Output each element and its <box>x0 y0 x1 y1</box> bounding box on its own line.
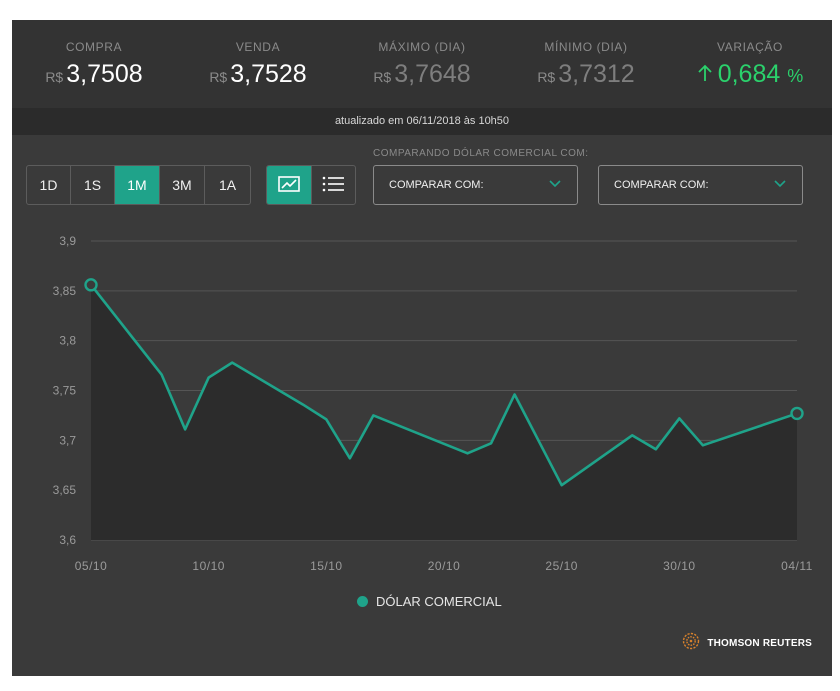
data-point <box>512 392 517 397</box>
quote-variacao: VARIAÇÃO 0,684 % <box>668 20 832 108</box>
currency-widget: COMPRA R$ 3,7508 VENDA R$ 3,7528 MÁXIMO … <box>12 20 832 676</box>
quote-compra-label: COMPRA <box>65 40 123 54</box>
brand-name: THOMSON REUTERS <box>707 638 812 649</box>
data-point <box>206 375 211 380</box>
compare-caption: COMPARANDO DÓLAR COMERCIAL COM: <box>373 148 589 159</box>
quote-venda: VENDA R$ 3,7528 <box>176 20 340 108</box>
quote-maximo-value: 3,7648 <box>394 60 471 88</box>
period-button-3m[interactable]: 3M <box>160 166 205 204</box>
quote-minimo: MÍNIMO (DIA) R$ 3,7312 <box>504 20 668 108</box>
period-button-1d[interactable]: 1D <box>27 166 71 204</box>
compare-select-2-label: COMPARAR COM: <box>614 179 709 191</box>
y-tick-label: 3,85 <box>53 284 77 298</box>
arrow-up-icon <box>697 64 713 88</box>
list-icon <box>322 176 345 195</box>
x-tick-label: 05/10 <box>75 559 108 573</box>
quote-compra: COMPRA R$ 3,7508 <box>12 20 176 108</box>
y-tick-label: 3,9 <box>59 234 76 248</box>
data-point <box>489 441 494 446</box>
x-tick-label: 04/11 <box>781 559 813 573</box>
currency-symbol: R$ <box>45 69 64 85</box>
compare-select-1-label: COMPARAR COM: <box>389 179 484 191</box>
data-point <box>230 360 235 365</box>
compare-select-2[interactable]: COMPARAR COM: <box>598 165 803 205</box>
x-tick-label: 25/10 <box>545 559 578 573</box>
data-point <box>159 372 164 377</box>
legend-label: DÓLAR COMERCIAL <box>376 594 502 609</box>
quote-variacao-label: VARIAÇÃO <box>717 40 783 54</box>
thomson-reuters-logo-icon <box>682 632 700 655</box>
quote-minimo-value: 3,7312 <box>558 60 635 88</box>
series-area <box>91 284 797 540</box>
chart-view-button[interactable] <box>267 166 312 204</box>
period-button-1a[interactable]: 1A <box>218 177 237 193</box>
updated-timestamp: atualizado em 06/11/2018 às 10h50 <box>12 108 832 135</box>
y-tick-label: 3,7 <box>59 433 76 447</box>
list-view-button[interactable] <box>312 166 356 204</box>
currency-symbol: R$ <box>209 69 228 85</box>
x-tick-label: 30/10 <box>663 559 696 573</box>
y-tick-label: 3,6 <box>59 533 76 547</box>
quote-minimo-label: MÍNIMO (DIA) <box>544 40 628 54</box>
data-point <box>183 427 188 432</box>
data-point <box>465 451 470 456</box>
quote-variacao-value: 0,684 <box>717 60 781 88</box>
y-tick-label: 3,65 <box>53 483 77 497</box>
chevron-down-icon <box>773 176 787 193</box>
quote-maximo: MÁXIMO (DIA) R$ 3,7648 <box>340 20 504 108</box>
line-chart-icon <box>277 175 300 195</box>
data-point <box>559 483 564 488</box>
data-point <box>300 402 305 407</box>
data-point <box>324 417 329 422</box>
data-point <box>347 456 352 461</box>
currency-symbol: R$ <box>373 69 392 85</box>
brand: THOMSON REUTERS <box>682 632 812 655</box>
x-tick-label: 10/10 <box>192 559 225 573</box>
x-tick-label: 20/10 <box>428 559 461 573</box>
data-point <box>371 413 376 418</box>
period-button-1s[interactable]: 1S <box>71 166 115 204</box>
line-chart: 3,9 3,85 3,8 3,75 3,7 3,65 3,6 05/10 10/10 15/10 2… <box>53 234 813 573</box>
percent-sign: % <box>787 66 804 86</box>
data-point <box>630 433 635 438</box>
view-toggle <box>266 165 356 205</box>
data-point <box>677 416 682 421</box>
quote-venda-label: VENDA <box>235 40 281 54</box>
chart-legend: DÓLAR COMERCIAL <box>357 594 502 609</box>
quotes-bar: COMPRA R$ 3,7508 VENDA R$ 3,7528 MÁXIMO … <box>12 20 832 108</box>
legend-swatch <box>357 596 368 607</box>
period-selector: 1D 1S 1M 3M 1A <box>26 165 251 205</box>
y-tick-label: 3,8 <box>59 334 76 348</box>
y-tick-label: 3,75 <box>53 384 77 398</box>
quote-maximo-label: MÁXIMO (DIA) <box>378 40 466 54</box>
quote-venda-value: 3,7528 <box>230 60 307 88</box>
data-point <box>790 406 804 421</box>
compare-select-1[interactable]: COMPARAR COM: <box>373 165 578 205</box>
series-line <box>89 284 798 487</box>
data-point <box>653 447 658 452</box>
period-button-1m[interactable]: 1M <box>115 166 160 204</box>
chevron-down-icon <box>548 176 562 193</box>
data-point <box>84 278 98 292</box>
quote-compra-value: 3,7508 <box>66 60 143 88</box>
currency-symbol: R$ <box>537 69 556 85</box>
x-tick-label: 15/10 <box>310 559 343 573</box>
data-point <box>700 443 705 448</box>
